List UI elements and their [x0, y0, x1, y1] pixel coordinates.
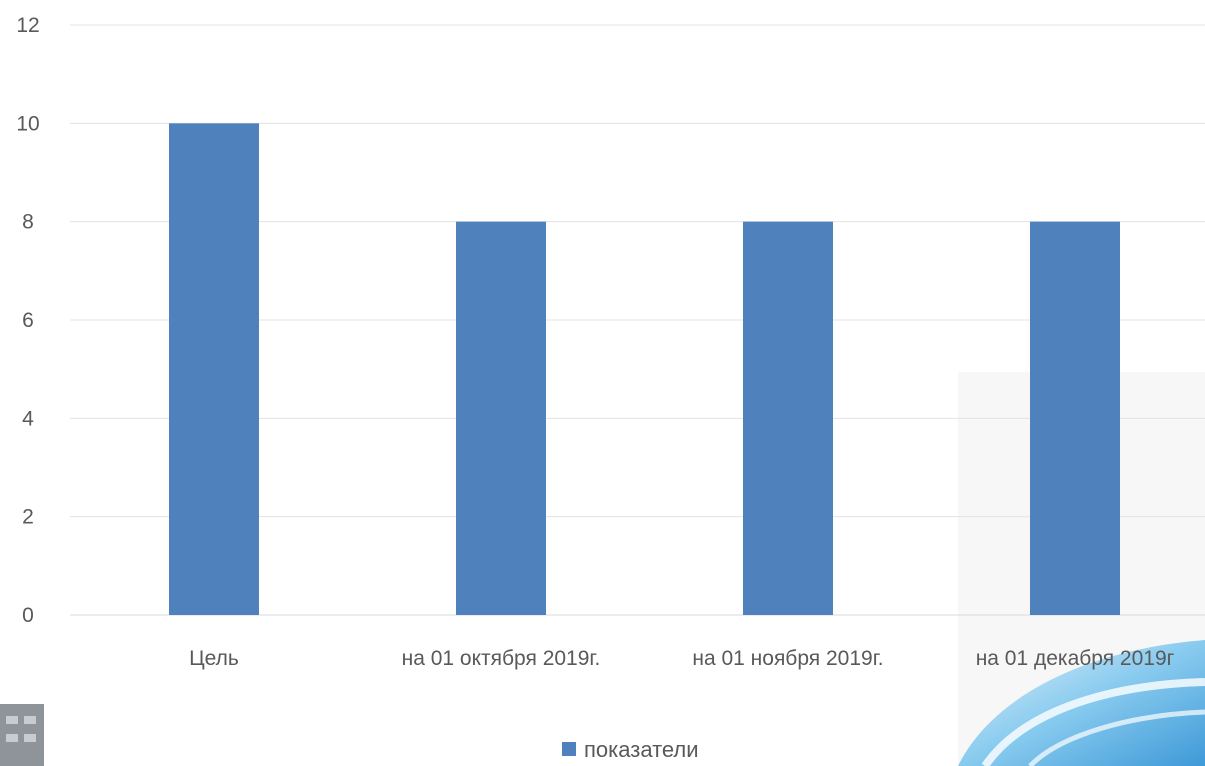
bar-3: [1030, 221, 1120, 615]
decor-photo-left: [0, 704, 44, 766]
y-tick-label: 2: [22, 506, 34, 529]
x-category-label: на 01 октября 2019г.: [402, 647, 601, 670]
x-category-label: на 01 декабря 2019г: [976, 647, 1175, 670]
x-axis-labels: Цель на 01 октября 2019г. на 01 ноября 201…: [189, 647, 1175, 670]
bars: [169, 123, 1120, 615]
legend-label: показатели: [584, 737, 699, 762]
y-tick-label: 4: [22, 407, 34, 430]
y-tick-label: 6: [22, 309, 34, 332]
legend-swatch: [562, 742, 576, 756]
bar-0: [169, 123, 259, 615]
bar-2: [743, 221, 833, 615]
x-category-label: на 01 ноября 2019г.: [692, 647, 883, 670]
y-tick-label: 12: [16, 14, 39, 37]
legend: показатели: [562, 737, 699, 762]
bar-1: [456, 221, 546, 615]
y-tick-label: 8: [22, 211, 34, 234]
gridlines: [70, 24, 1205, 616]
y-tick-label: 0: [22, 604, 34, 627]
y-tick-label: 10: [16, 112, 39, 135]
y-axis-ticks: 0 2 4 6 8 10 12: [16, 14, 39, 627]
x-category-label: Цель: [189, 647, 239, 670]
